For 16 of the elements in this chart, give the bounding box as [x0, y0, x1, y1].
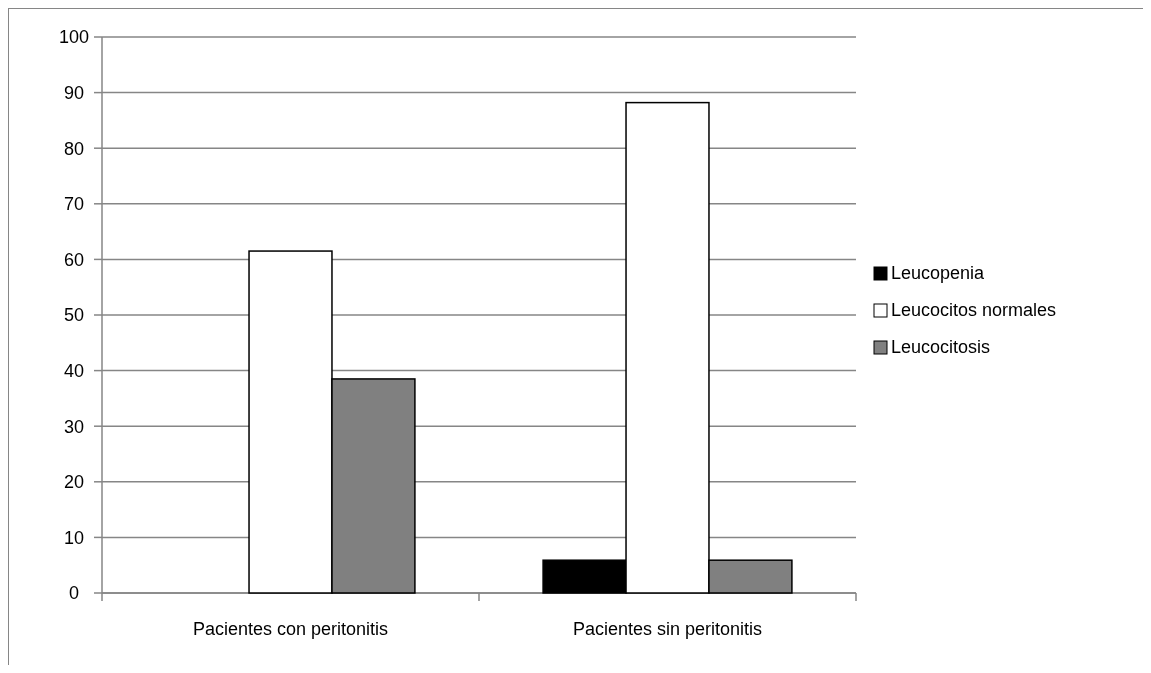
x-tick-label: Pacientes sin peritonitis — [572, 619, 763, 639]
y-tick-label: 20 — [63, 472, 85, 493]
y-tick-label: 70 — [63, 194, 85, 215]
y-tick-label: 0 — [68, 583, 80, 604]
y-tick-label: 90 — [63, 82, 85, 103]
legend-label: Leucocitosis — [891, 337, 991, 358]
y-tick-label: 40 — [63, 360, 85, 381]
y-tick-label: 60 — [63, 249, 85, 270]
legend-label: Leucopenia — [891, 263, 986, 284]
y-tick-label: 80 — [63, 138, 85, 159]
y-tick-label: 30 — [63, 416, 85, 437]
y-tick-label: 10 — [63, 527, 85, 548]
y-tick-label: 50 — [63, 305, 85, 326]
x-tick-label: Pacientes con peritonitis — [192, 619, 389, 639]
legend-label: Leucocitos normales — [891, 300, 1057, 321]
y-tick-label: 100 — [58, 27, 90, 48]
